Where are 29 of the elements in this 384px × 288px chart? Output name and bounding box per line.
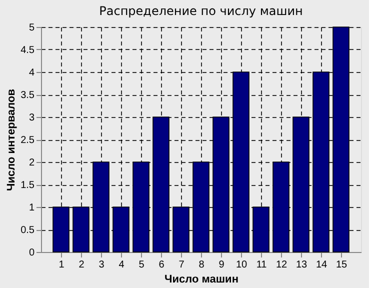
y-tick-label: 2 [28,158,35,168]
y-tick-label: 4 [28,68,35,78]
x-tick-label: 13 [296,260,308,270]
x-tick-label: 5 [138,260,145,270]
x-tick-label: 8 [198,260,205,270]
x-tick-label: 4 [118,260,125,270]
y-tick-label: 1.5 [20,180,35,191]
x-tick-label: 12 [276,260,288,270]
x-tick-label: 1 [58,260,65,270]
chart-title: Распределение по числу машин [99,4,303,18]
x-tick-label: 11 [256,260,268,270]
x-tick-label: 9 [218,260,225,270]
x-axis-title: Число машин [164,274,238,286]
y-tick-label: 0 [28,248,35,258]
x-tick-label: 10 [236,260,248,270]
y-tick-label: 3.5 [20,90,35,101]
x-tick-label: 6 [158,260,165,270]
y-tick-label: 5 [28,22,35,34]
x-tick-label: 15 [336,260,348,270]
x-tick-label: 14 [316,260,328,270]
x-tick-label: 7 [178,260,185,270]
y-tick-label: 3 [28,112,35,124]
y-tick-label: 0.5 [20,225,35,236]
y-tick-label: 1 [28,202,35,214]
x-tick-label: 2 [78,260,85,270]
x-tick-label: 3 [98,260,105,270]
y-tick-label: 2.5 [20,135,35,146]
y-tick-label: 4.5 [20,45,35,56]
y-axis-title: Число интервалов [6,88,18,191]
